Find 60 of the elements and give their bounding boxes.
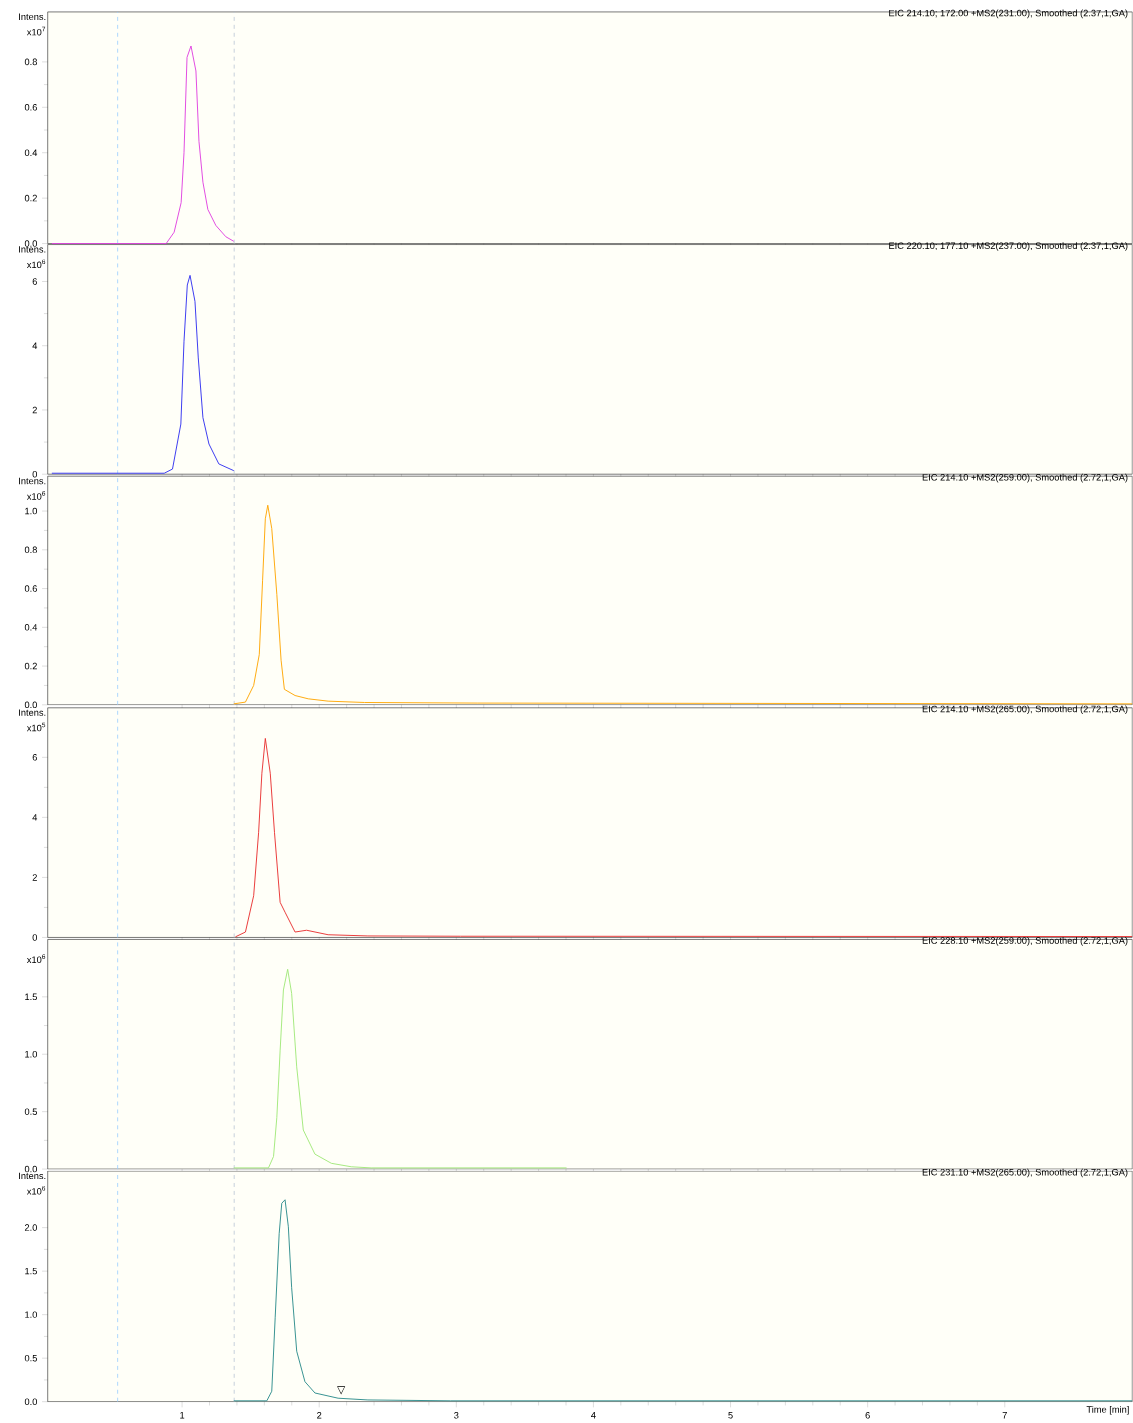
y-tick-label: 0.2 (24, 194, 38, 202)
y-tick-label: 2 (32, 406, 38, 414)
x-tick-label: 1 (180, 1412, 185, 1419)
y-tick-label: 0.4 (24, 149, 38, 156)
x-tick-label: 6 (865, 1412, 870, 1419)
line-series (233, 1199, 1133, 1402)
x-tick-label: 3 (454, 1412, 459, 1419)
y-tick-label: 0 (32, 470, 38, 478)
y-axis-title: Intens. (19, 477, 46, 485)
y-tick-label: 1.5 (25, 1267, 38, 1275)
chart-title: EIC 231.10 +MS2(265.00), Smoothed (2.72,1,GA) (922, 1168, 1128, 1178)
y-tick-label: 4 (32, 814, 38, 821)
y-tick-label: 0.0 (24, 240, 38, 247)
y-tick-label: 0.5 (24, 1354, 38, 1362)
y-tick-label: 0.6 (24, 104, 38, 111)
line-series (235, 737, 1133, 938)
chart-title: EIC 220.10; 177.10 +MS2(237.00), Smoothed (2.37,1,GA) (889, 242, 1128, 251)
x-tick-label: 4 (591, 1412, 596, 1419)
y-axis-title: Intens. (19, 246, 46, 253)
y-tick-label: 2.0 (25, 1224, 38, 1231)
y-tick-label: 0.8 (24, 546, 38, 554)
chart-title: EIC 214.10; 172.00 +MS2(231.00), Smoothed (2.37,1,GA) (889, 9, 1128, 19)
y-tick-label: 0.0 (24, 1398, 38, 1405)
x-tick-label: 2 (317, 1412, 322, 1419)
y-tick-label: 6 (32, 754, 38, 761)
annotation: ▽ (337, 1386, 346, 1395)
text: x10$^{7}$ (27, 26, 46, 36)
line-series (233, 504, 1133, 705)
chart-title: EIC 214.10 +MS2(259.00), Smoothed (2.72,1,GA) (922, 473, 1128, 483)
y-tick-label: 1.0 (25, 507, 38, 515)
chart-title: EIC 228.10 +MS2(259.00), Smoothed (2.72,1,GA) (922, 937, 1128, 946)
y-tick-label: 0.4 (24, 624, 38, 631)
y-tick-label: 0.8 (24, 58, 38, 66)
text: x10$^{6}$ (27, 954, 46, 963)
y-tick-label: 0 (32, 934, 38, 941)
y-tick-label: 1.5 (25, 993, 38, 1001)
y-tick-label: 4 (32, 342, 38, 349)
x-tick-label: 5 (728, 1412, 733, 1419)
y-tick-label: 0.2 (24, 662, 38, 670)
text: x10$^{6}$ (27, 491, 46, 500)
y-axis-title: Intens. (19, 709, 46, 716)
y-tick-label: 0.5 (24, 1108, 38, 1115)
y-axis-title: Intens. (19, 13, 46, 20)
y-tick-label: 2 (32, 874, 38, 881)
text: x10$^{6}$ (27, 259, 46, 269)
text: x10$^{6}$ (27, 1185, 46, 1195)
y-tick-label: 1.0 (25, 1311, 38, 1318)
x-axis-title: Time [min] (1086, 1405, 1129, 1415)
text: x10$^{5}$ (27, 722, 46, 732)
y-tick-label: 0.0 (24, 1165, 38, 1173)
chart-title: EIC 214.10 +MS2(265.00), Smoothed (2.72,1,GA) (922, 705, 1128, 715)
y-tick-label: 1.0 (25, 1050, 38, 1058)
y-axis-title: Intens. (19, 1172, 46, 1180)
y-tick-label: 6 (32, 278, 38, 285)
line-series (233, 968, 568, 1169)
line-series (51, 45, 235, 245)
y-tick-label: 0.6 (24, 585, 38, 592)
y-tick-label: 0.0 (24, 701, 38, 709)
line-series (51, 274, 235, 474)
x-tick-label: 7 (1002, 1412, 1008, 1419)
